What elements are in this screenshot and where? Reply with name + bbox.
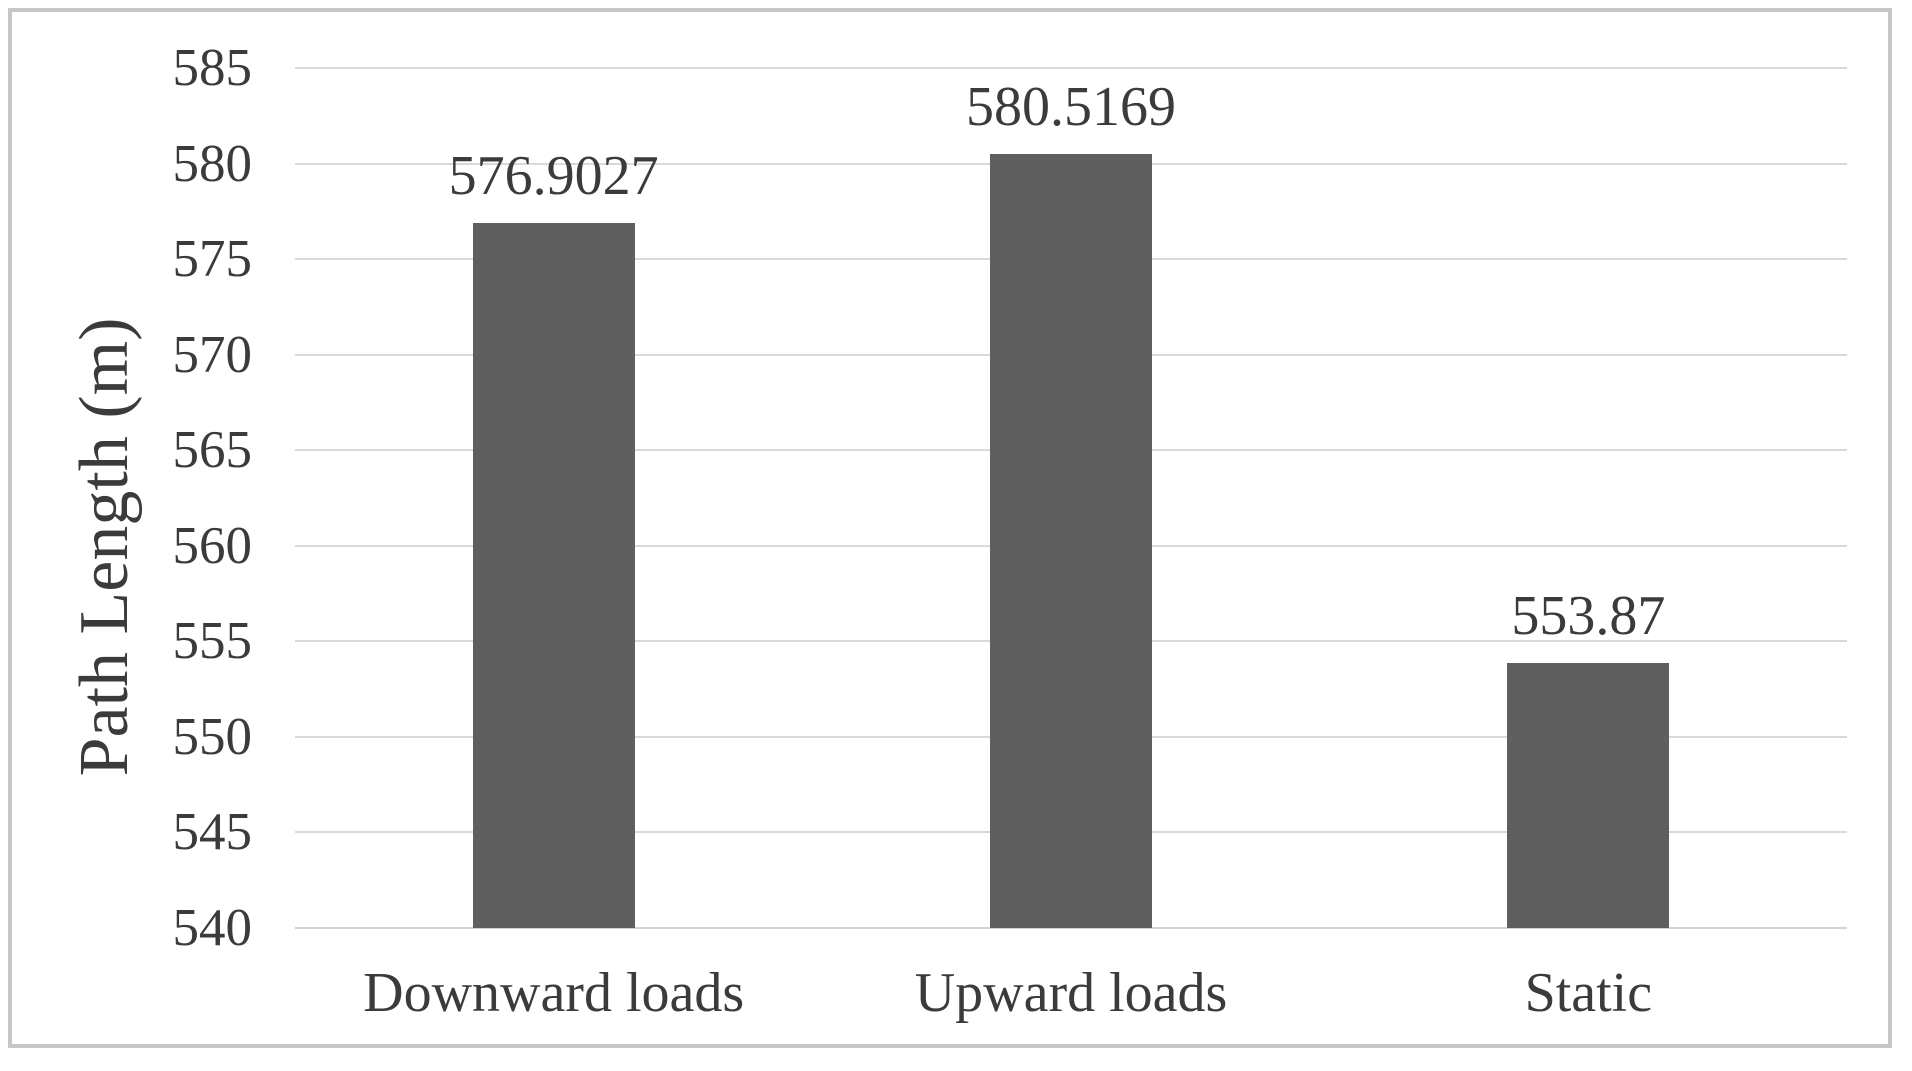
- bar-value-label: 580.5169: [966, 75, 1176, 138]
- y-tick-label: 565: [172, 421, 253, 480]
- y-tick-label: 575: [172, 230, 253, 289]
- bar-value-label: 553.87: [1511, 584, 1666, 647]
- bar-upward-loads: [990, 153, 1152, 928]
- y-tick-label: 570: [172, 325, 253, 384]
- bar-downward-loads: [472, 222, 635, 928]
- gridline: [295, 67, 1847, 69]
- x-axis-line: [295, 927, 1847, 929]
- category-label: Static: [1524, 962, 1653, 1024]
- bar-value-label: 576.9027: [448, 144, 659, 207]
- y-tick-label: 540: [172, 899, 253, 957]
- bar-static: [1507, 662, 1670, 928]
- y-tick-label: 560: [172, 516, 253, 575]
- y-tick-label: 545: [172, 803, 253, 862]
- category-label: Downward loads: [363, 962, 745, 1024]
- y-tick-label: 555: [172, 612, 253, 671]
- y-tick-label: 580: [172, 134, 253, 193]
- y-tick-label: 585: [172, 39, 253, 97]
- y-tick-label: 550: [172, 707, 253, 766]
- category-label: Upward loads: [914, 962, 1228, 1024]
